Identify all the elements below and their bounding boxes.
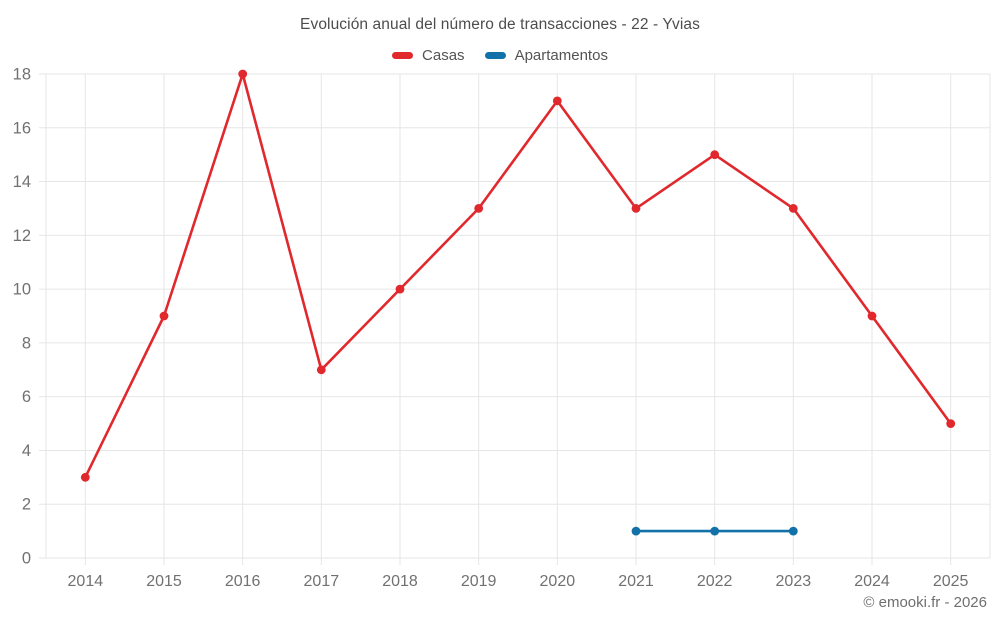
data-point-casas-2017 xyxy=(316,365,326,375)
x-tick-label: 2022 xyxy=(697,573,733,590)
legend-item-apartamentos[interactable]: Apartamentos xyxy=(484,47,608,64)
x-tick-label: 2024 xyxy=(854,573,890,590)
x-tick-label: 2020 xyxy=(540,573,576,590)
data-point-casas-2014 xyxy=(80,472,90,482)
y-tick-label: 16 xyxy=(13,119,31,137)
data-point-casas-2023 xyxy=(788,204,798,213)
data-point-casas-2018 xyxy=(395,284,405,294)
y-tick-label: 0 xyxy=(22,550,31,568)
data-point-casas-2020 xyxy=(552,96,562,106)
y-tick-label: 6 xyxy=(22,388,31,406)
y-tick-label: 2 xyxy=(22,496,31,514)
data-point-apartamentos-2023 xyxy=(788,526,798,536)
y-tick-label: 10 xyxy=(13,281,31,299)
chart-title: Evolución anual del número de transaccio… xyxy=(300,16,700,33)
x-tick-label: 2017 xyxy=(304,573,340,590)
data-point-casas-2019 xyxy=(474,204,484,213)
data-point-casas-2015 xyxy=(159,311,169,321)
legend-swatch-casas xyxy=(392,52,414,59)
x-tick-label: 2018 xyxy=(382,573,418,590)
x-tick-label: 2015 xyxy=(146,573,182,590)
series-line-casas xyxy=(84,72,952,479)
data-point-casas-2025 xyxy=(946,419,956,428)
y-tick-label: 18 xyxy=(13,66,31,84)
data-point-casas-2021 xyxy=(631,204,641,213)
x-tick-label: 2025 xyxy=(933,573,969,590)
y-tick-label: 14 xyxy=(13,173,31,191)
y-tick-label: 8 xyxy=(22,334,31,352)
data-point-casas-2022 xyxy=(710,150,720,160)
legend-label-apartamentos: Apartamentos xyxy=(514,47,608,64)
legend-swatch-apartamentos xyxy=(484,52,506,59)
data-point-casas-2016 xyxy=(238,69,248,79)
x-tick-label: 2023 xyxy=(776,573,812,590)
chart-legend: Casas Apartamentos xyxy=(0,47,1000,64)
x-tick-label: 2014 xyxy=(68,573,104,590)
x-tick-label: 2019 xyxy=(461,573,497,590)
copyright-credit: © emooki.fr - 2026 xyxy=(863,594,987,611)
y-tick-label: 4 xyxy=(22,442,31,460)
data-point-apartamentos-2022 xyxy=(710,526,720,536)
x-tick-label: 2016 xyxy=(225,573,261,590)
legend-label-casas: Casas xyxy=(422,47,465,64)
data-point-casas-2024 xyxy=(867,311,877,321)
y-tick-label: 12 xyxy=(13,227,31,245)
legend-item-casas[interactable]: Casas xyxy=(392,47,465,64)
data-point-apartamentos-2021 xyxy=(631,526,641,536)
x-tick-label: 2021 xyxy=(618,573,654,590)
